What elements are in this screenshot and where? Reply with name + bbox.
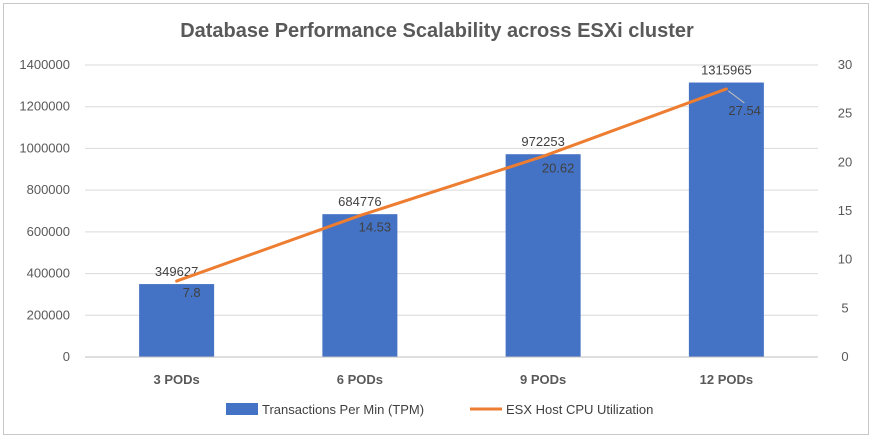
right-tick-label: 5 (841, 300, 848, 315)
right-tick-label: 30 (838, 57, 852, 72)
category-label: 3 PODs (154, 372, 200, 387)
bar-data-label: 1315965 (701, 63, 752, 78)
right-tick-label: 20 (838, 154, 852, 169)
right-axis: 0 5 10 15 20 25 30 (838, 57, 852, 364)
category-label: 9 PODs (520, 372, 566, 387)
label-leader-line (728, 90, 745, 104)
right-tick-label: 10 (838, 252, 852, 267)
left-tick-label: 800000 (27, 182, 70, 197)
bar-data-label: 684776 (338, 194, 381, 209)
line-data-label: 20.62 (542, 160, 575, 175)
left-tick-label: 400000 (27, 266, 70, 281)
chart-title: Database Performance Scalability across … (180, 20, 694, 42)
left-axis: 0 200000 400000 600000 800000 1000000 1200000 1… (19, 57, 70, 364)
left-tick-label: 600000 (27, 224, 70, 239)
legend-swatch-tpm (226, 403, 258, 415)
bar (322, 214, 398, 357)
x-axis: 3 PODs 6 PODs 9 PODs 12 PODs (85, 356, 818, 387)
bar (688, 82, 764, 358)
category-label: 6 PODs (337, 372, 383, 387)
legend-label-cpu: ESX Host CPU Utilization (506, 402, 653, 417)
bar-data-label: 349627 (155, 264, 198, 279)
right-tick-label: 25 (838, 106, 852, 121)
line-point (175, 279, 179, 283)
bar (505, 154, 581, 357)
line-point (358, 214, 362, 218)
left-tick-label: 1200000 (19, 99, 70, 114)
cpu-line (176, 87, 727, 283)
line-data-label: 7.8 (183, 285, 201, 300)
right-tick-label: 15 (838, 203, 852, 218)
left-tick-label: 0 (63, 349, 70, 364)
left-tick-label: 1400000 (19, 57, 70, 72)
legend-label-tpm: Transactions Per Min (TPM) (262, 402, 424, 417)
line-data-label: 27.54 (728, 103, 761, 118)
line-point (541, 154, 545, 158)
bar (139, 284, 215, 357)
bar-series: 349627 684776 972253 1315965 (139, 63, 764, 358)
bar-data-label: 972253 (521, 134, 564, 149)
right-tick-label: 0 (841, 349, 848, 364)
left-tick-label: 1000000 (19, 140, 70, 155)
left-tick-label: 200000 (27, 307, 70, 322)
legend: Transactions Per Min (TPM) ESX Host CPU … (226, 402, 653, 417)
line-series: 7.8 14.53 20.62 27.54 (175, 87, 761, 300)
line-data-label: 14.53 (359, 220, 392, 235)
category-label: 12 PODs (700, 372, 753, 387)
line-point (724, 87, 728, 91)
